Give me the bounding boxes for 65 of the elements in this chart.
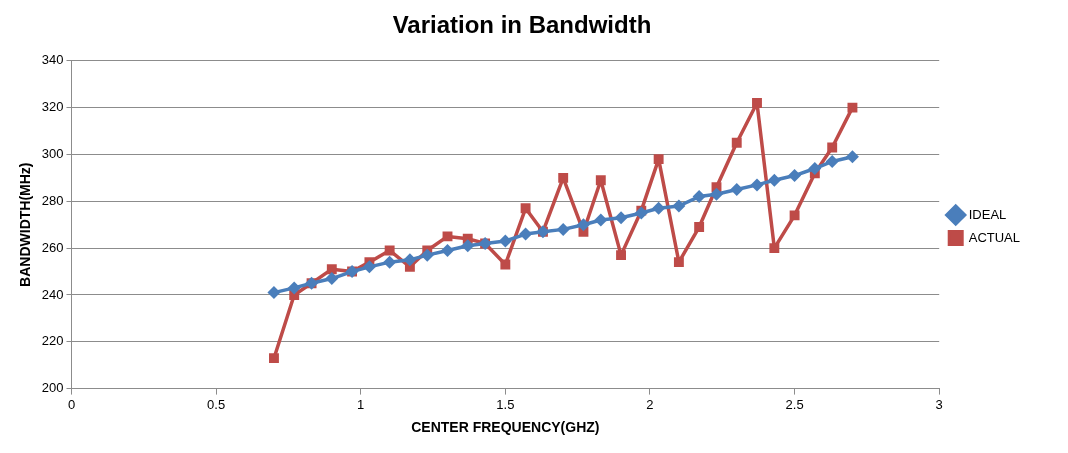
- point: [692, 190, 706, 204]
- point: [825, 154, 839, 168]
- point: [325, 272, 339, 286]
- x-tick-label: 2.5: [785, 396, 804, 412]
- point: [595, 175, 606, 186]
- point: [673, 257, 684, 268]
- point: [420, 248, 434, 262]
- point: [672, 199, 686, 213]
- x-tick-label: 3: [935, 396, 943, 412]
- point: [383, 255, 397, 269]
- point: [731, 137, 742, 148]
- point: [442, 231, 453, 242]
- point: [461, 239, 475, 253]
- point: [614, 211, 628, 225]
- point: [634, 206, 648, 220]
- point: [694, 222, 705, 232]
- x-axis-title: CENTER FREQUENCY(GHZ): [411, 419, 600, 436]
- point: [808, 162, 822, 176]
- y-tick-label: 280: [41, 192, 64, 208]
- point: [769, 243, 780, 254]
- point: [789, 210, 800, 221]
- point: [750, 178, 764, 192]
- point: [520, 203, 531, 214]
- y-tick-label: 320: [41, 99, 64, 115]
- point: [616, 250, 626, 261]
- point: [362, 260, 376, 274]
- point: [767, 173, 781, 187]
- y-tick-label: 240: [41, 286, 64, 302]
- point: [558, 172, 569, 183]
- y-axis-title: BANDWIDTH(MHz): [17, 162, 34, 287]
- point: [384, 245, 395, 256]
- legend-label: ACTUAL: [968, 229, 1021, 245]
- point: [267, 286, 281, 300]
- point: [710, 187, 723, 201]
- x-tick-label: 1.5: [496, 396, 515, 412]
- point: [827, 142, 838, 153]
- point: [576, 218, 590, 232]
- y-tick-label: 260: [41, 239, 64, 255]
- chart-title: Variation in Bandwidth: [392, 11, 652, 39]
- point: [441, 243, 454, 257]
- y-tick-label: 220: [41, 333, 64, 349]
- point: [752, 98, 762, 108]
- y-tick-label: 300: [41, 146, 64, 162]
- x-tick-label: 0.5: [207, 396, 226, 412]
- point: [287, 281, 301, 295]
- point: [653, 154, 664, 165]
- point: [594, 213, 608, 227]
- point: [652, 201, 666, 215]
- point: [788, 169, 802, 183]
- point: [845, 150, 859, 164]
- legend-label: IDEAL: [968, 206, 1007, 222]
- x-tick-label: 2: [646, 396, 654, 412]
- x-tick-label: 0: [67, 396, 76, 412]
- y-tick-label: 340: [41, 52, 64, 68]
- point: [498, 234, 512, 248]
- point: [847, 102, 858, 113]
- x-tick-label: 1: [357, 396, 365, 412]
- point: [556, 222, 570, 236]
- point: [519, 227, 533, 241]
- point: [326, 264, 337, 275]
- point: [403, 253, 417, 267]
- point: [500, 259, 511, 270]
- point: [269, 353, 279, 364]
- point: [730, 183, 744, 197]
- y-tick-label: 200: [41, 380, 64, 396]
